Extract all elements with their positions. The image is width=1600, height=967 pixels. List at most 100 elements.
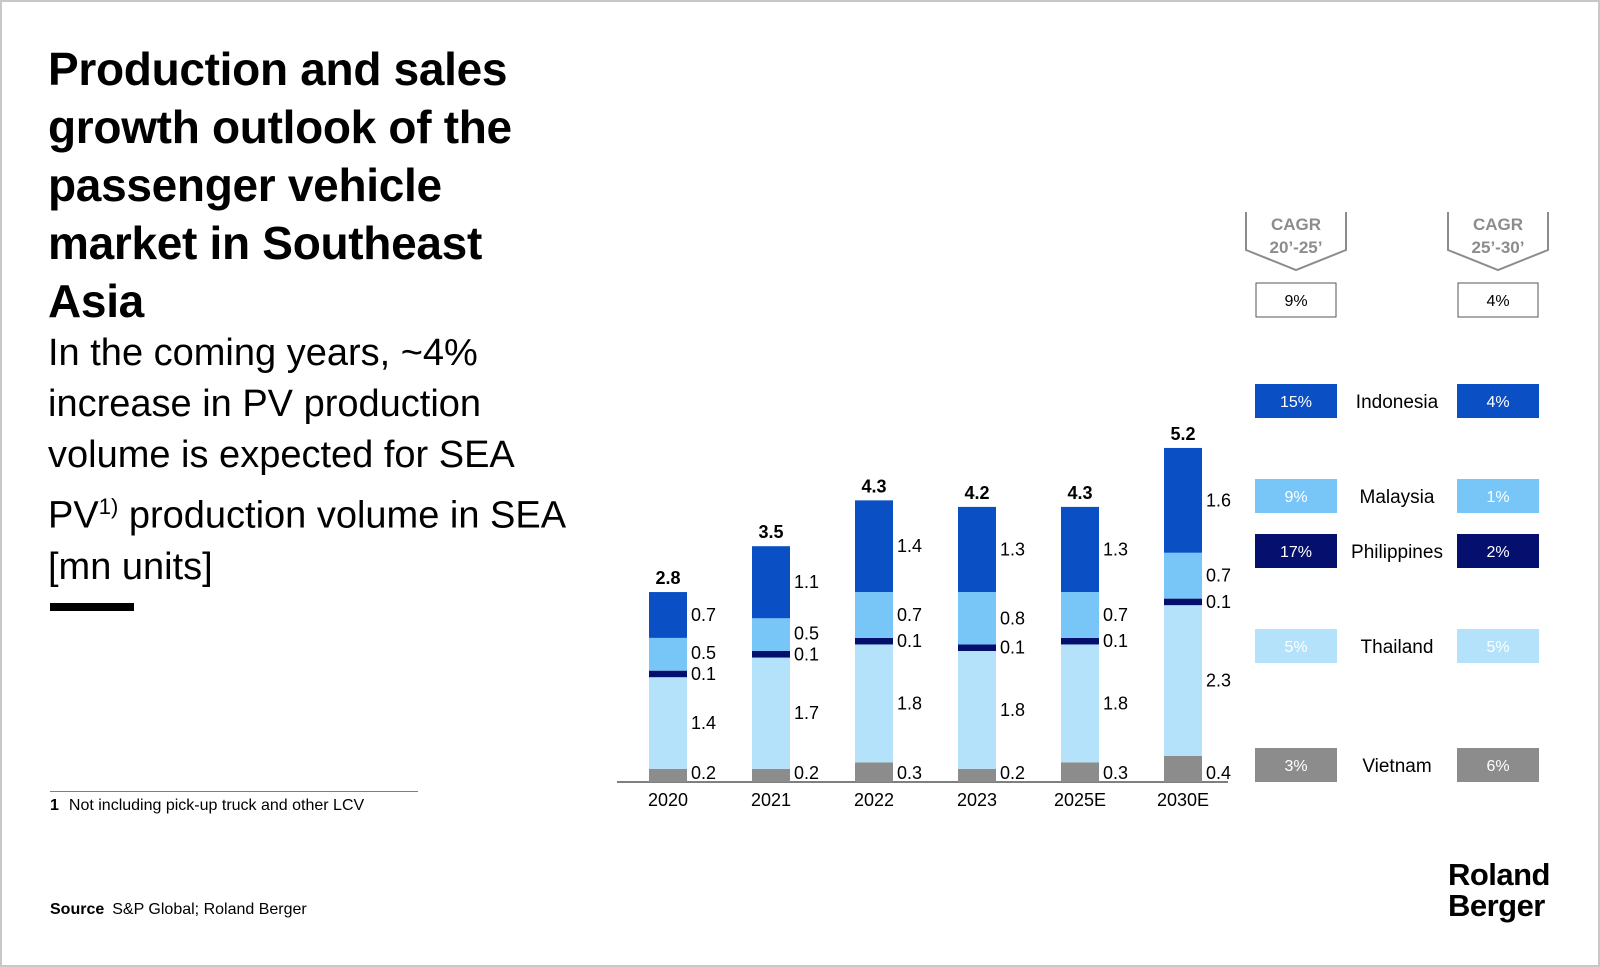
bar-segment-vietnam: [958, 768, 996, 782]
x-tick-label: 2020: [648, 790, 688, 810]
slide-subtitle: In the coming years, ~4% increase in PV …: [48, 328, 588, 593]
roland-berger-logo: Roland Berger: [1447, 857, 1551, 923]
bar-segment-thailand: [1061, 644, 1099, 763]
bar-segment-philippines: [649, 670, 687, 678]
source-note: Source S&P Global; Roland Berger: [50, 901, 307, 919]
footnote-divider: [50, 791, 418, 792]
cagr-total-box: [1255, 282, 1337, 318]
bar-segment-thailand: [958, 651, 996, 769]
bar-segment-thailand: [855, 644, 893, 763]
bar-segment-malaysia: [649, 637, 687, 671]
cagr-country-label-thailand: Thailand: [1361, 637, 1434, 658]
segment-label-indonesia: 1.4: [897, 536, 922, 556]
bar-segment-philippines: [855, 637, 893, 645]
cagr-box-malaysia: [1255, 479, 1337, 513]
segment-label-thailand: 1.7: [794, 703, 819, 723]
segment-label-malaysia: 0.7: [1103, 605, 1128, 625]
segment-label-philippines: 0.1: [691, 664, 716, 684]
cagr-value-indonesia: 15%: [1280, 394, 1312, 411]
cagr-value-philippines: 17%: [1280, 544, 1312, 561]
cagr-box-thailand: [1255, 629, 1337, 663]
x-tick-label: 2030E: [1157, 790, 1209, 810]
bar-segment-malaysia: [752, 618, 790, 651]
segment-label-vietnam: 0.2: [794, 763, 819, 783]
bar-segment-thailand: [1164, 605, 1202, 756]
x-tick-label: 2022: [854, 790, 894, 810]
segment-label-philippines: 0.1: [897, 631, 922, 651]
cagr-value-indonesia: 4%: [1486, 394, 1509, 411]
segment-label-vietnam: 0.4: [1206, 763, 1231, 783]
bar-segment-indonesia: [1164, 447, 1202, 553]
segment-label-indonesia: 1.6: [1206, 490, 1231, 510]
bar-segment-indonesia: [855, 500, 893, 593]
x-tick-label: 2023: [957, 790, 997, 810]
bar-segment-thailand: [649, 677, 687, 769]
footnote: 1 Not including pick-up truck and other L…: [50, 797, 364, 815]
cagr-header-chevron: [1447, 212, 1549, 272]
cagr-total-box: [1457, 282, 1539, 318]
segment-label-malaysia: 0.5: [794, 623, 819, 643]
segment-label-philippines: 0.1: [1103, 631, 1128, 651]
segment-label-indonesia: 1.1: [794, 572, 819, 592]
bar-total-label: 4.2: [964, 483, 989, 503]
cagr-header-label: CAGR: [1271, 215, 1321, 234]
cagr-header-label: CAGR: [1473, 215, 1523, 234]
cagr-box-vietnam: [1255, 748, 1337, 782]
bar-total-label: 5.2: [1170, 424, 1195, 444]
cagr-country-label-indonesia: Indonesia: [1356, 392, 1439, 413]
bar-segment-indonesia: [752, 546, 790, 619]
bar-segment-malaysia: [855, 592, 893, 638]
segment-label-indonesia: 0.7: [691, 605, 716, 625]
bar-segment-philippines: [752, 651, 790, 658]
segment-label-philippines: 0.1: [1000, 638, 1025, 658]
cagr-total-value: 4%: [1486, 293, 1509, 310]
bar-segment-vietnam: [1061, 762, 1099, 782]
footnote-number: 1: [50, 797, 59, 814]
segment-label-thailand: 2.3: [1206, 670, 1231, 690]
subtitle-text-end: production volume in SEA [mn units]: [48, 494, 564, 588]
cagr-box-philippines: [1255, 534, 1337, 568]
cagr-value-malaysia: 1%: [1486, 489, 1509, 506]
logo-line-2: Berger: [1447, 888, 1545, 923]
cagr-header-chevron: [1245, 212, 1347, 272]
subtitle-text: In the coming years, ~4% increase in PV …: [48, 332, 513, 537]
bar-segment-malaysia: [958, 592, 996, 645]
cagr-country-label-philippines: Philippines: [1351, 542, 1443, 563]
cagr-box-thailand: [1457, 629, 1539, 663]
bar-segment-vietnam: [752, 768, 790, 782]
bar-total-label: 4.3: [861, 476, 886, 496]
segment-label-malaysia: 0.7: [897, 605, 922, 625]
cagr-value-thailand: 5%: [1486, 639, 1509, 656]
segment-label-malaysia: 0.7: [1206, 566, 1231, 586]
footnote-text: Not including pick-up truck and other LC…: [68, 797, 365, 814]
bar-segment-vietnam: [1164, 755, 1202, 782]
cagr-box-philippines: [1457, 534, 1539, 568]
title-underline: [50, 603, 134, 611]
logo-line-1: Roland: [1447, 857, 1551, 892]
segment-label-thailand: 1.4: [691, 713, 716, 733]
segment-label-thailand: 1.8: [1103, 693, 1128, 713]
bar-segment-philippines: [958, 644, 996, 651]
bar-segment-indonesia: [1061, 506, 1099, 593]
bar-segment-malaysia: [1061, 592, 1099, 638]
bar-segment-indonesia: [958, 506, 996, 593]
bar-total-label: 2.8: [655, 568, 680, 588]
cagr-box-indonesia: [1457, 384, 1539, 418]
bar-segment-philippines: [1061, 637, 1099, 645]
source-label: Source: [50, 901, 105, 918]
slide-title: Production and sales growth outlook of t…: [48, 43, 512, 327]
segment-label-vietnam: 0.3: [897, 763, 922, 783]
segment-label-thailand: 1.8: [1000, 700, 1025, 720]
cagr-box-indonesia: [1255, 384, 1337, 418]
cagr-box-malaysia: [1457, 479, 1539, 513]
source-text: S&P Global; Roland Berger: [112, 901, 307, 918]
cagr-box-vietnam: [1457, 748, 1539, 782]
bar-segment-philippines: [1164, 598, 1202, 606]
bar-total-label: 4.3: [1067, 483, 1092, 503]
cagr-value-philippines: 2%: [1486, 544, 1509, 561]
subtitle-footnote-ref: 1): [98, 494, 119, 519]
segment-label-malaysia: 0.8: [1000, 608, 1025, 628]
cagr-value-malaysia: 9%: [1284, 489, 1307, 506]
x-tick-label: 2021: [751, 790, 791, 810]
